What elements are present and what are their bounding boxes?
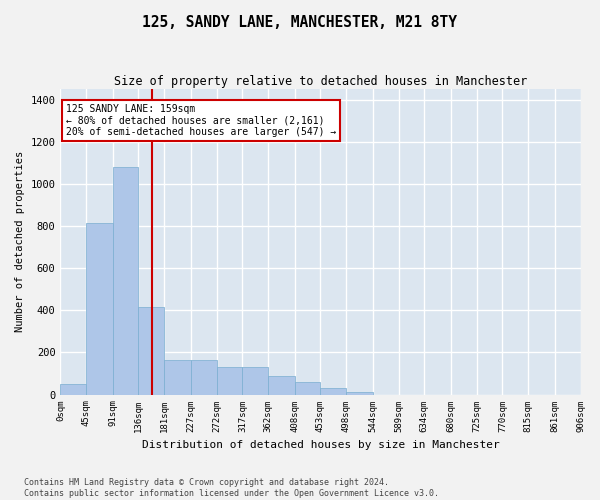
Y-axis label: Number of detached properties: Number of detached properties <box>15 151 25 332</box>
Bar <box>191 360 217 394</box>
Bar <box>217 367 242 394</box>
Bar <box>320 388 346 394</box>
Bar <box>268 376 295 394</box>
Bar <box>164 360 191 394</box>
Bar <box>139 307 164 394</box>
X-axis label: Distribution of detached houses by size in Manchester: Distribution of detached houses by size … <box>142 440 499 450</box>
Bar <box>113 167 139 394</box>
Text: 125 SANDY LANE: 159sqm
← 80% of detached houses are smaller (2,161)
20% of semi-: 125 SANDY LANE: 159sqm ← 80% of detached… <box>66 104 337 137</box>
Text: Contains HM Land Registry data © Crown copyright and database right 2024.
Contai: Contains HM Land Registry data © Crown c… <box>24 478 439 498</box>
Text: 125, SANDY LANE, MANCHESTER, M21 8TY: 125, SANDY LANE, MANCHESTER, M21 8TY <box>143 15 458 30</box>
Bar <box>346 392 373 394</box>
Bar <box>61 384 86 394</box>
Bar <box>86 223 113 394</box>
Bar <box>295 382 320 394</box>
Title: Size of property relative to detached houses in Manchester: Size of property relative to detached ho… <box>114 75 527 88</box>
Bar <box>242 367 268 394</box>
